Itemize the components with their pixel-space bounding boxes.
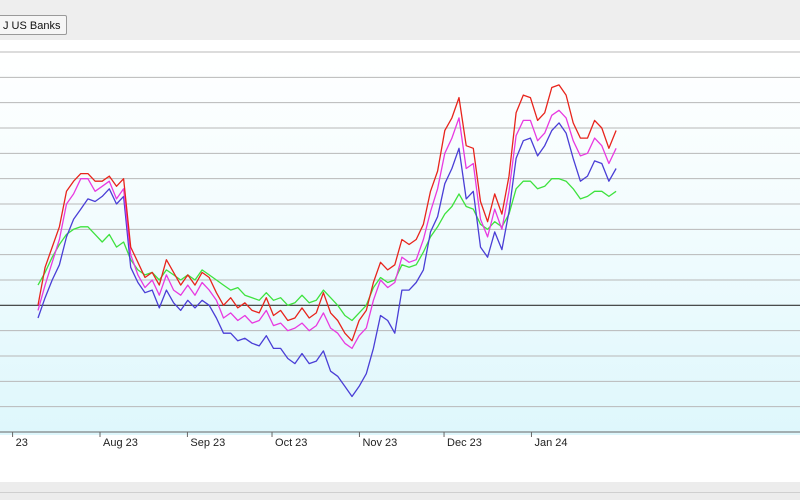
plot-area (0, 52, 800, 435)
series-group (37, 84, 617, 398)
x-tick-label: Oct 23 (275, 437, 307, 449)
series-line-1 (37, 84, 617, 342)
x-tick-label: Jan 24 (534, 437, 567, 449)
line-chart: 23 Aug 23 Sep 23 Oct 23 Nov 23 Dec 23 Jan 24 (0, 51, 800, 449)
x-tick-label: Sep 23 (190, 437, 225, 449)
x-tick-label: Nov 23 (362, 437, 397, 449)
bottom-divider (0, 492, 800, 493)
bottom-strip (0, 482, 800, 500)
gridlines (0, 51, 800, 433)
series-line-2 (37, 109, 617, 350)
chart-toolbar (0, 0, 800, 40)
x-tick-label: Aug 23 (103, 437, 138, 449)
x-axis: 23 Aug 23 Sep 23 Oct 23 Nov 23 Dec 23 Jan 24 (12, 432, 567, 449)
x-tick-label: 23 (16, 437, 28, 449)
x-tick-label: Dec 23 (447, 437, 482, 449)
series-line-3 (37, 122, 617, 398)
legend-button-us-banks[interactable]: J US Banks (0, 15, 68, 35)
